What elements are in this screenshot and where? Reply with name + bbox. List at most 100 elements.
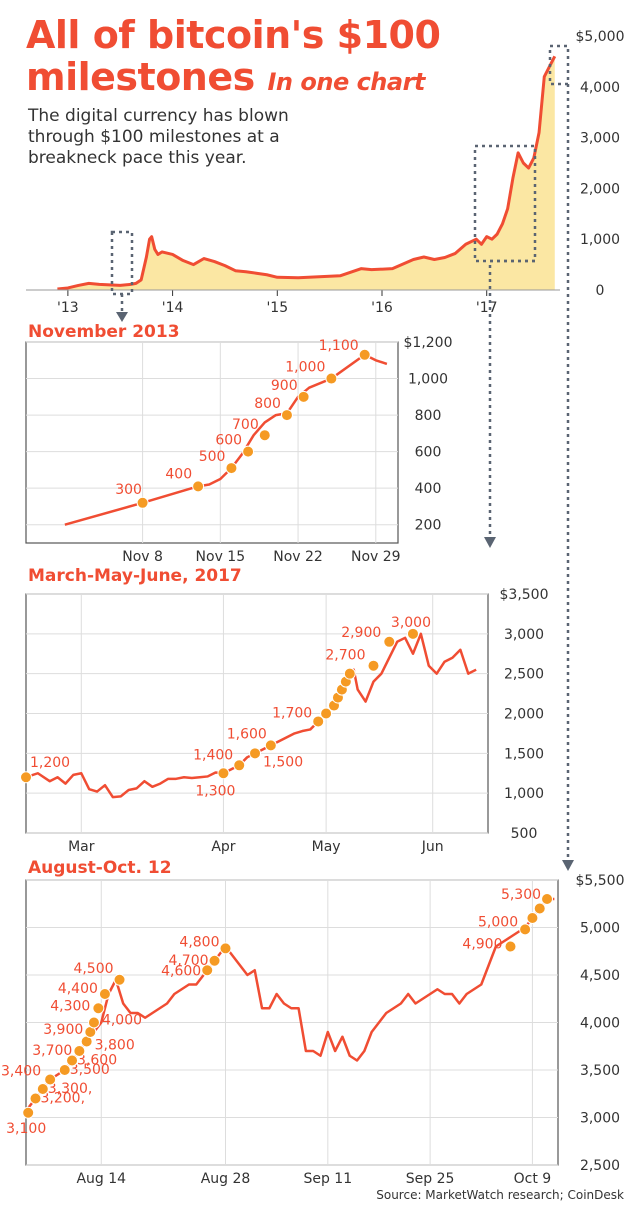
mar2017-y-tick: $3,500 bbox=[500, 587, 549, 603]
arrow-2017b-icon bbox=[562, 860, 574, 871]
mar2017-y-tick: 500 bbox=[511, 826, 538, 842]
title-sub: In one chart bbox=[267, 68, 426, 96]
mar2017-y-tick: 1,500 bbox=[504, 746, 544, 762]
aug2017-y-tick: 3,000 bbox=[580, 1111, 620, 1127]
subtitle: The digital currency has blown through $… bbox=[28, 106, 289, 168]
aug2017-milestone-label: 3,500 bbox=[70, 1062, 110, 1078]
overview-x-tick: '17 bbox=[476, 300, 498, 316]
aug2017-milestone-label: 3,400 bbox=[1, 1064, 41, 1080]
aug2017-milestone-marker bbox=[22, 1106, 35, 1119]
mar2017-milestone-marker bbox=[264, 739, 277, 752]
aug2017-milestone-marker bbox=[66, 1054, 79, 1067]
overview-y-tick: $5,000 bbox=[576, 29, 625, 45]
aug2017-milestone-marker bbox=[36, 1083, 49, 1095]
aug2017-x-tick: Oct 9 bbox=[514, 1171, 552, 1187]
panel-title-mar-jun2017: March-May-June, 2017 bbox=[28, 566, 242, 586]
mar2017-milestone-marker bbox=[367, 659, 380, 672]
aug2017-milestone-label: 4,500 bbox=[73, 961, 113, 977]
mar2017-milestone-label: 1,300 bbox=[195, 783, 235, 799]
connector-2017a bbox=[488, 259, 535, 538]
aug2017-milestone-label: 3,900 bbox=[43, 1022, 83, 1038]
nov2013-milestone-label: 600 bbox=[215, 433, 242, 449]
aug2017-x-tick: Sep 25 bbox=[406, 1171, 455, 1187]
aug2017-milestone-marker bbox=[29, 1092, 42, 1105]
aug2017-milestone-label: 5,300 bbox=[501, 887, 541, 903]
aug2017-milestone-label: 3,700 bbox=[32, 1043, 72, 1059]
overview-y-tick: 1,000 bbox=[580, 232, 620, 248]
mar2017-y-tick: 3,000 bbox=[504, 627, 544, 643]
mar2017-x-tick: Mar bbox=[68, 839, 95, 855]
mar2017-milestone-marker bbox=[217, 767, 230, 780]
panel-title-nov2013: November 2013 bbox=[28, 322, 180, 342]
aug2017-milestone-marker bbox=[541, 893, 554, 905]
overview-line bbox=[57, 55, 557, 291]
aug2017-y-tick: 3,500 bbox=[580, 1063, 620, 1079]
source-note: Source: MarketWatch research; CoinDesk bbox=[376, 1188, 624, 1202]
mar2017-y-tick: 2,000 bbox=[504, 707, 544, 723]
overview-y-tick: 4,000 bbox=[580, 80, 620, 96]
nov2013-milestone-marker bbox=[280, 409, 293, 422]
overview-x-tick: '14 bbox=[162, 300, 184, 316]
nov2013-y-tick: 1,000 bbox=[408, 372, 448, 388]
overview-y-tick: 2,000 bbox=[580, 181, 620, 197]
aug2017-milestone-marker bbox=[504, 940, 517, 953]
nov2013-y-tick: 200 bbox=[415, 518, 442, 534]
aug2017-y-tick: 2,500 bbox=[580, 1158, 620, 1174]
nov2013-milestone-marker bbox=[297, 390, 310, 403]
aug2017-milestone-marker bbox=[44, 1073, 57, 1086]
nov2013-x-tick: Nov 22 bbox=[273, 549, 323, 565]
mar2017-x-tick: Apr bbox=[211, 839, 235, 855]
mar2017-milestone-label: 1,600 bbox=[227, 726, 267, 742]
mar2017-x-tick: May bbox=[312, 839, 341, 855]
mar2017-milestone-label: 1,700 bbox=[272, 705, 312, 721]
overview-x-tick: '16 bbox=[371, 300, 393, 316]
mar2017-milestone-label: 1,500 bbox=[263, 754, 303, 770]
aug2017-milestone-marker bbox=[113, 973, 126, 986]
aug2017-milestone-label: 4,300 bbox=[50, 998, 90, 1014]
nov2013-milestone-marker bbox=[225, 462, 238, 475]
aug2017-milestone-marker bbox=[73, 1045, 86, 1057]
overview-x-tick: '15 bbox=[266, 300, 288, 316]
aug2017-x-tick: Sep 11 bbox=[303, 1171, 352, 1187]
aug2017-x-tick: Aug 14 bbox=[76, 1171, 126, 1187]
nov2013-milestone-label: 700 bbox=[232, 417, 259, 433]
aug2017-milestone-marker bbox=[526, 912, 539, 924]
zoom-box-2017b bbox=[548, 44, 570, 86]
aug2017-milestone-label: 4,700 bbox=[168, 953, 208, 969]
aug2017-milestone-marker bbox=[201, 964, 214, 977]
aug2017-y-tick: 4,500 bbox=[580, 968, 620, 984]
nov2013-milestone-marker bbox=[258, 429, 271, 442]
nov2013-milestone-label: 800 bbox=[254, 396, 281, 412]
aug2017-y-tick: $5,500 bbox=[576, 873, 625, 889]
nov2013-y-tick: 600 bbox=[415, 445, 442, 461]
overview-x-tick: '13 bbox=[57, 300, 79, 316]
page-title: All of bitcoin's $100 milestones In one c… bbox=[26, 13, 441, 99]
aug2017-milestone-marker bbox=[533, 902, 546, 915]
nov2013-milestone-marker bbox=[358, 348, 371, 361]
nov2013-line bbox=[64, 353, 388, 526]
nov2013-milestone-marker bbox=[242, 445, 255, 458]
aug2017-milestone-marker bbox=[58, 1064, 71, 1076]
aug2017-milestone-marker bbox=[208, 954, 221, 967]
nov2013-x-tick: Nov 29 bbox=[351, 549, 401, 565]
mar2017-milestone-marker bbox=[20, 771, 32, 784]
mar2017-milestone-label: 1,400 bbox=[193, 747, 233, 763]
nov2013-milestone-marker bbox=[325, 372, 338, 385]
overview-y-tick: 3,000 bbox=[580, 131, 620, 147]
mar2017-milestone-marker bbox=[343, 667, 356, 680]
mar2017-x-tick: Jun bbox=[421, 839, 444, 855]
mar2017-y-tick: 2,500 bbox=[504, 667, 544, 683]
nov2013-y-tick: 800 bbox=[415, 408, 442, 424]
mar2017-milestone-label: 3,000 bbox=[391, 615, 431, 631]
mar2017-milestone-label: 1,200 bbox=[30, 755, 70, 771]
mar2017-milestone-marker bbox=[320, 707, 333, 720]
nov2013-y-tick: $1,200 bbox=[404, 335, 453, 351]
mar2017-milestone-marker bbox=[233, 759, 246, 772]
aug2017-milestone-label: 3,600 bbox=[77, 1053, 117, 1069]
overview-y-tick: 0 bbox=[596, 283, 605, 299]
aug2017-y-tick: 5,000 bbox=[580, 921, 620, 937]
nov2013-milestone-label: 900 bbox=[271, 378, 298, 394]
aug2017-milestone-label: 3,200, bbox=[41, 1091, 86, 1107]
aug2017-x-tick: Aug 28 bbox=[201, 1171, 251, 1187]
